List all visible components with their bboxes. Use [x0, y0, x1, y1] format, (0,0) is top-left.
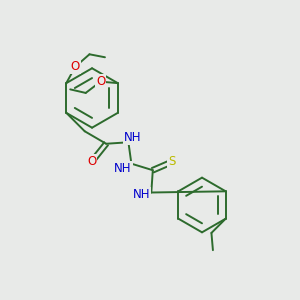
Text: O: O [96, 75, 105, 88]
Text: O: O [87, 155, 97, 168]
Text: S: S [168, 155, 176, 168]
Text: NH: NH [114, 162, 132, 175]
Text: NH: NH [133, 188, 151, 201]
Text: O: O [70, 60, 80, 73]
Text: NH: NH [124, 131, 142, 144]
